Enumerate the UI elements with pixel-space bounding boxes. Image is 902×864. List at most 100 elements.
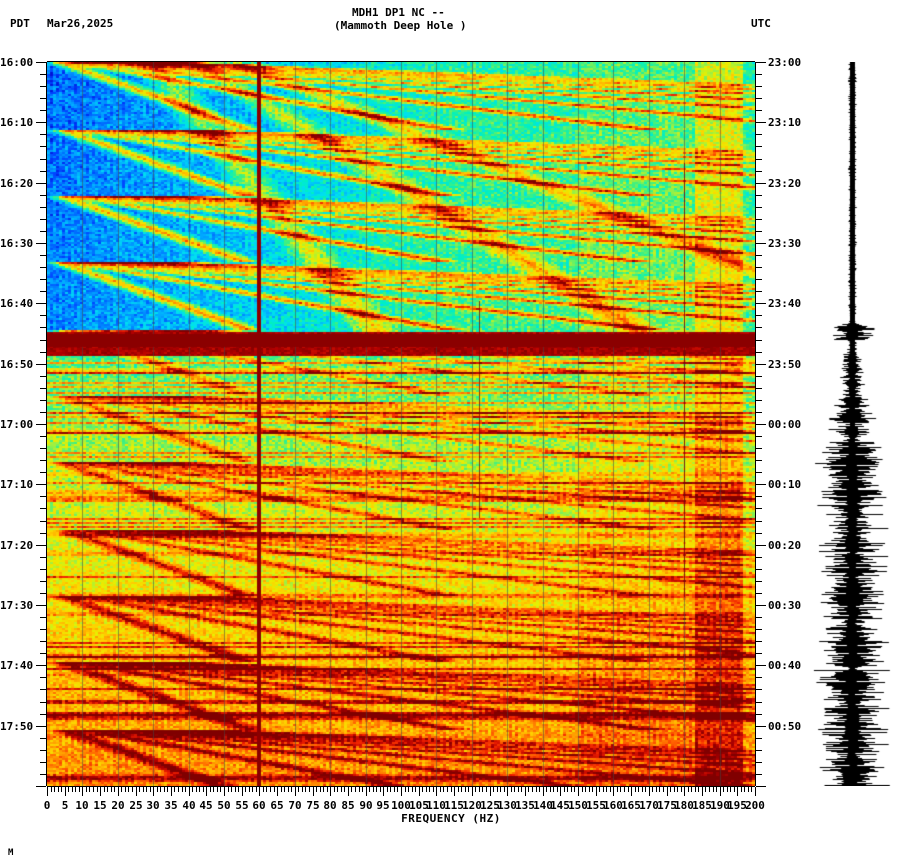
freq-label-10: 50 xyxy=(217,799,231,812)
tick-freq-83 xyxy=(341,787,342,792)
tick-freq-9 xyxy=(79,787,80,792)
freq-label-19: 95 xyxy=(376,799,390,812)
tick-left-108 xyxy=(40,714,46,715)
timezone-label-right: UTC xyxy=(751,17,771,30)
tick-freq-4 xyxy=(61,787,62,792)
freq-label-38: 190 xyxy=(710,799,730,812)
tick-left-116 xyxy=(40,762,46,763)
tick-freq-2 xyxy=(54,787,55,792)
tick-right-80 xyxy=(756,545,766,546)
tick-right-54 xyxy=(756,388,762,389)
freq-label-29: 145 xyxy=(550,799,570,812)
tick-freq-173 xyxy=(659,787,660,792)
tick-left-62 xyxy=(40,436,46,437)
tick-freq-106 xyxy=(422,787,423,792)
time-label-left-6: 17:00 xyxy=(0,418,34,431)
tick-freq-27 xyxy=(143,787,144,792)
tick-right-14 xyxy=(756,146,762,147)
tick-freq-191 xyxy=(723,787,724,792)
tick-freq-134 xyxy=(521,787,522,792)
tick-freq-19 xyxy=(114,787,115,792)
tick-freq-75 xyxy=(313,787,314,796)
tick-freq-100 xyxy=(401,787,402,796)
tick-right-60 xyxy=(756,424,766,425)
tick-right-114 xyxy=(756,750,762,751)
tick-right-82 xyxy=(756,557,762,558)
tick-freq-26 xyxy=(139,787,140,792)
tick-freq-14 xyxy=(97,787,98,792)
tick-freq-52 xyxy=(231,787,232,792)
tick-left-10 xyxy=(36,122,46,123)
tick-left-68 xyxy=(40,472,46,473)
tick-freq-51 xyxy=(228,787,229,792)
tick-freq-109 xyxy=(433,787,434,792)
freq-label-3: 15 xyxy=(93,799,107,812)
tick-left-86 xyxy=(40,581,46,582)
tick-right-50 xyxy=(756,364,766,365)
tick-right-4 xyxy=(756,86,762,87)
tick-left-32 xyxy=(40,255,46,256)
tick-right-62 xyxy=(756,436,762,437)
tick-left-78 xyxy=(40,533,46,534)
station-name-title: (Mammoth Deep Hole ) xyxy=(334,19,467,32)
tick-freq-176 xyxy=(670,787,671,792)
station-code-title: MDH1 DP1 NC -- xyxy=(352,6,445,19)
tick-left-26 xyxy=(40,219,46,220)
tick-left-58 xyxy=(40,412,46,413)
tick-right-30 xyxy=(756,243,766,244)
tick-left-94 xyxy=(40,629,46,630)
freq-label-23: 115 xyxy=(444,799,464,812)
seismogram-canvas xyxy=(812,62,900,786)
tick-freq-33 xyxy=(164,787,165,792)
time-label-right-2: 23:20 xyxy=(768,177,802,190)
tick-left-118 xyxy=(40,774,46,775)
tick-left-104 xyxy=(40,689,46,690)
tick-freq-174 xyxy=(663,787,664,792)
time-label-right-1: 23:10 xyxy=(768,116,802,129)
tick-left-40 xyxy=(36,303,46,304)
tick-freq-61 xyxy=(263,787,264,792)
freq-label-26: 130 xyxy=(497,799,517,812)
spectrogram-canvas xyxy=(47,62,755,786)
freq-label-21: 105 xyxy=(409,799,429,812)
freq-label-34: 170 xyxy=(639,799,659,812)
tick-freq-181 xyxy=(688,787,689,792)
tick-freq-125 xyxy=(490,787,491,796)
tick-freq-11 xyxy=(86,787,87,792)
freq-label-6: 30 xyxy=(146,799,160,812)
tick-left-64 xyxy=(40,448,46,449)
tick-freq-182 xyxy=(691,787,692,792)
tick-freq-188 xyxy=(713,787,714,792)
tick-freq-103 xyxy=(412,787,413,792)
time-label-right-10: 00:40 xyxy=(768,659,802,672)
time-label-left-3: 16:30 xyxy=(0,237,34,250)
tick-right-98 xyxy=(756,653,762,654)
tick-left-98 xyxy=(40,653,46,654)
tick-freq-186 xyxy=(705,787,706,792)
tick-freq-68 xyxy=(288,787,289,792)
tick-freq-48 xyxy=(217,787,218,792)
tick-freq-77 xyxy=(320,787,321,792)
tick-left-88 xyxy=(40,593,46,594)
tick-right-116 xyxy=(756,762,762,763)
tick-freq-107 xyxy=(426,787,427,792)
tick-freq-102 xyxy=(408,787,409,792)
tick-right-108 xyxy=(756,714,762,715)
frequency-axis-title: FREQUENCY (HZ) xyxy=(401,812,501,825)
tick-freq-23 xyxy=(128,787,129,792)
tick-freq-131 xyxy=(511,787,512,792)
tick-freq-21 xyxy=(121,787,122,792)
tick-right-16 xyxy=(756,159,762,160)
tick-freq-156 xyxy=(599,787,600,792)
tick-right-118 xyxy=(756,774,762,775)
freq-label-16: 80 xyxy=(323,799,337,812)
tick-freq-55 xyxy=(242,787,243,796)
tick-freq-47 xyxy=(213,787,214,792)
tick-freq-65 xyxy=(277,787,278,796)
tick-right-94 xyxy=(756,629,762,630)
time-label-left-0: 16:00 xyxy=(0,56,34,69)
tick-left-82 xyxy=(40,557,46,558)
tick-left-50 xyxy=(36,364,46,365)
tick-right-72 xyxy=(756,496,762,497)
tick-freq-139 xyxy=(539,787,540,792)
